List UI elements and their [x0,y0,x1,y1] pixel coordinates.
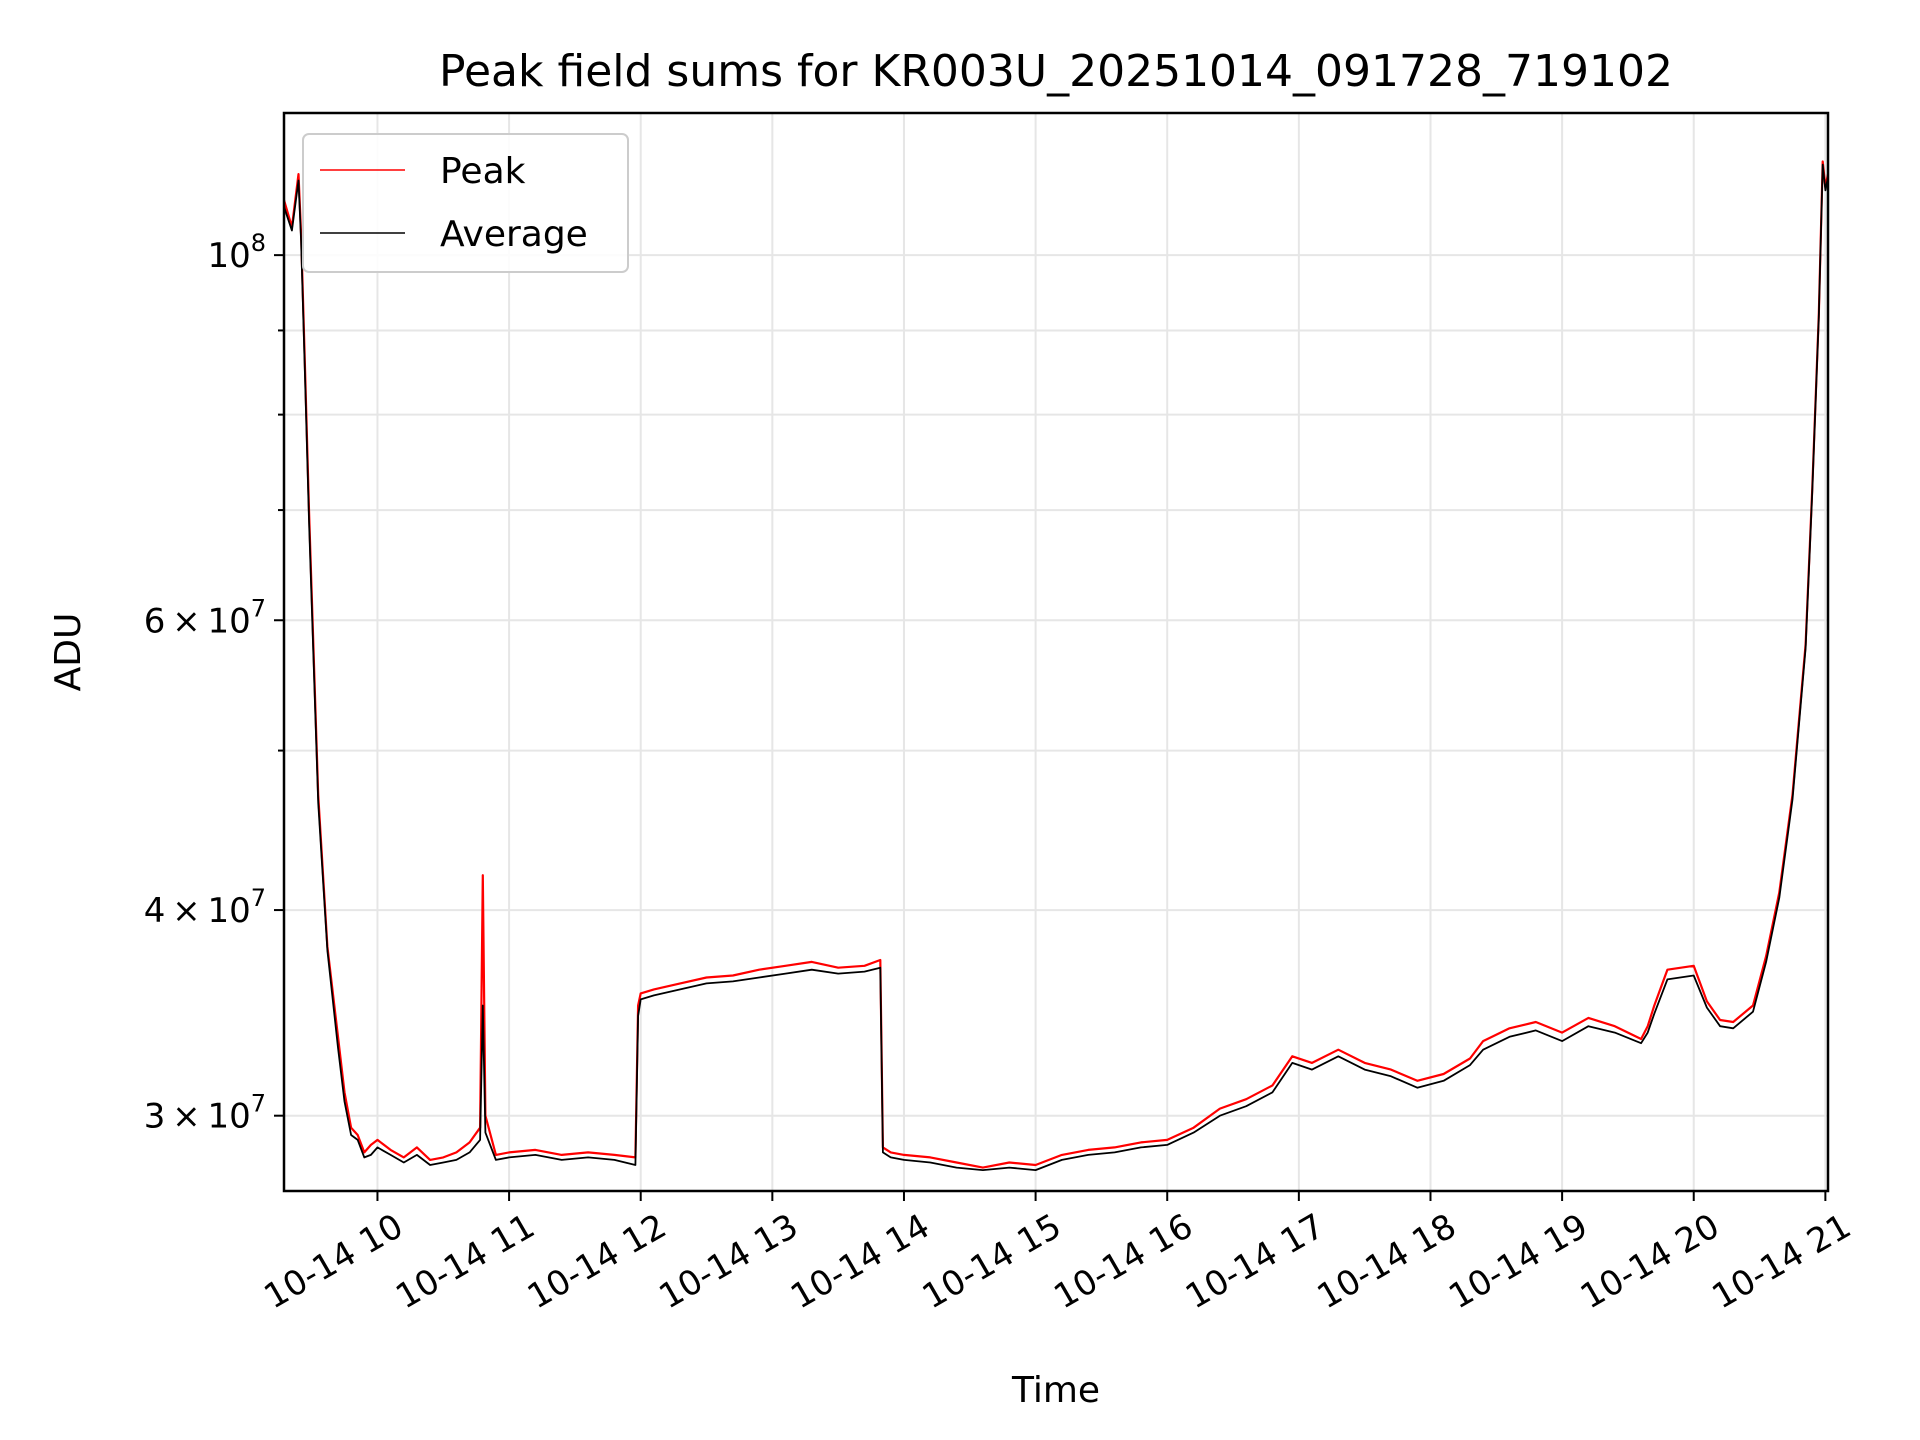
y-tick-label: 4 × 107 [144,884,266,931]
y-axis-label: ADU [48,613,89,692]
grid [284,113,1828,1191]
legend: Peak Average [302,133,629,273]
plot-lines [282,160,1830,1171]
y-tick-label: 108 [207,229,266,276]
legend-label-average: Average [440,214,588,255]
legend-box [302,133,629,273]
y-tick-label: 3 × 107 [144,1090,266,1137]
x-axis-label: Time [1011,1370,1100,1411]
y-tick-label: 6 × 107 [144,594,266,641]
series-line-average [283,163,1829,1171]
chart-title: Peak field sums for KR003U_20251014_0917… [439,46,1673,97]
legend-label-peak: Peak [440,151,526,192]
plot-frame [282,111,1830,1193]
series-line-peak [282,160,1830,1169]
